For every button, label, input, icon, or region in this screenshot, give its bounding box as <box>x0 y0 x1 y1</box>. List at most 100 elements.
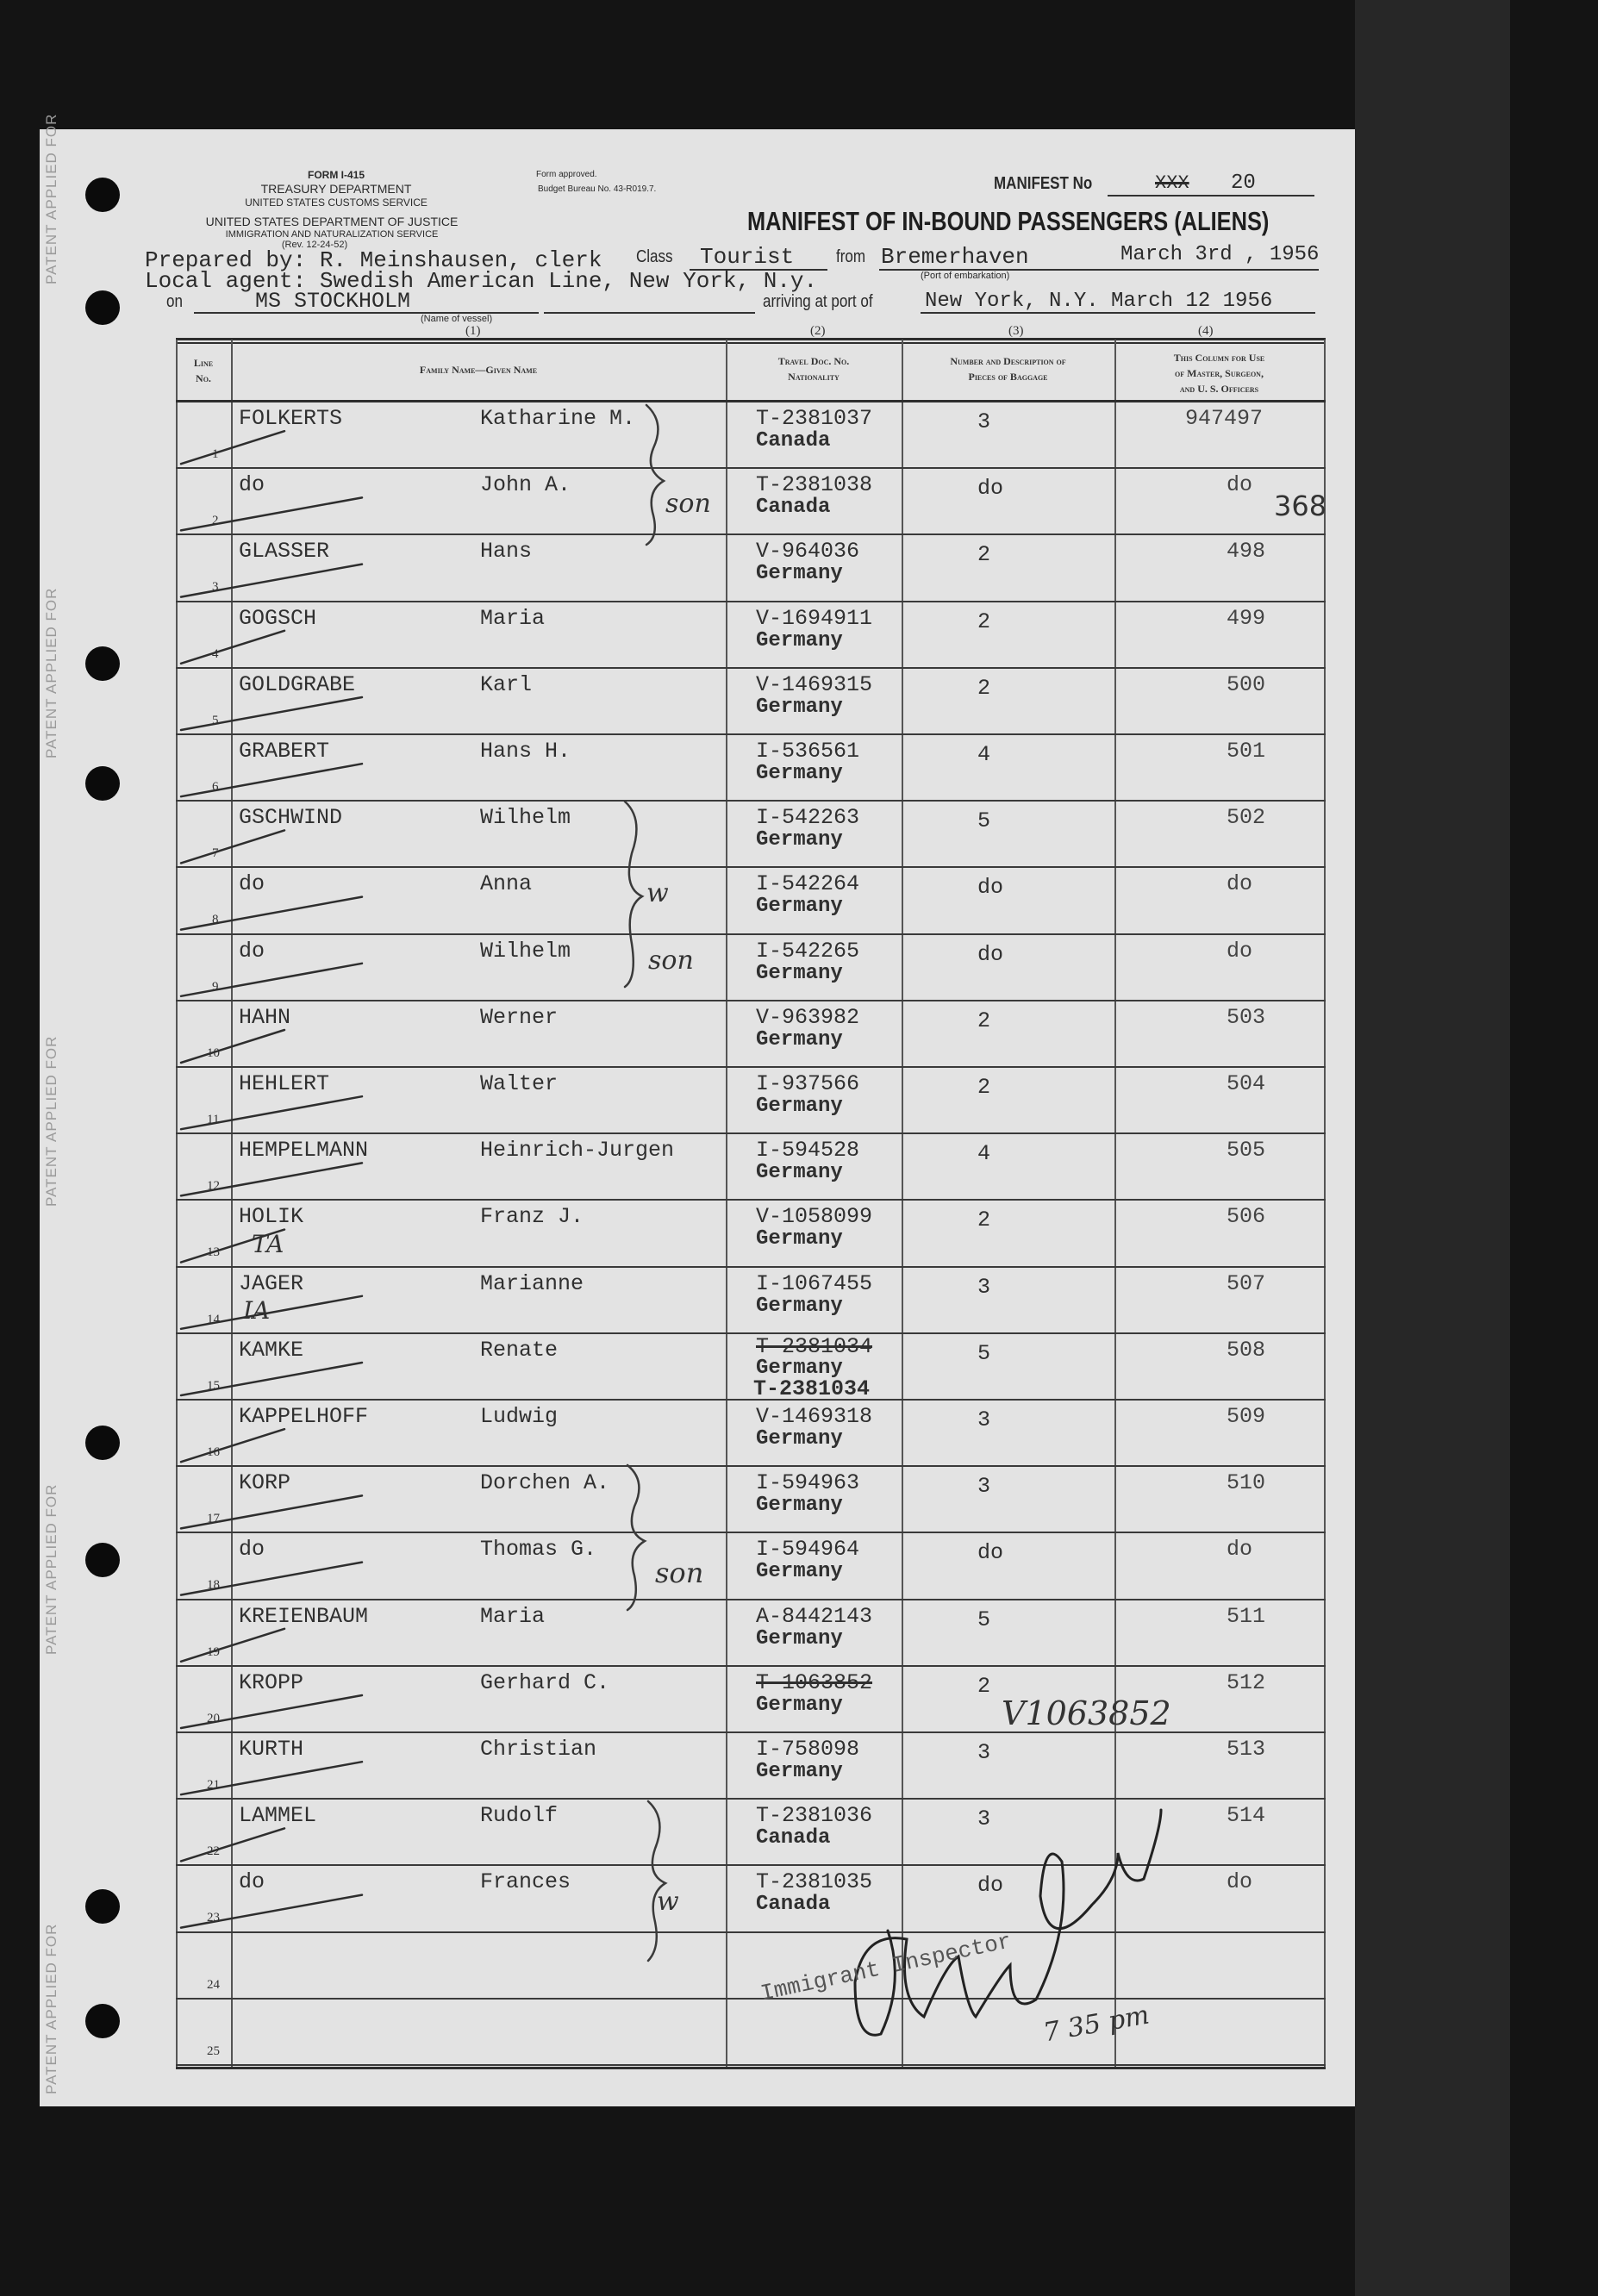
family-name: KREIENBAUM <box>239 1604 369 1629</box>
family-name: do <box>239 1537 265 1562</box>
table-top-rule-2 <box>176 342 1326 344</box>
travel-doc-number: A-8442143 <box>756 1604 873 1629</box>
given-name: Dorchen A. <box>480 1470 610 1495</box>
column-divider <box>726 340 727 2067</box>
baggage-count: 2 <box>977 1008 991 1033</box>
given-name: Frances <box>480 1869 571 1894</box>
officer-entry: do <box>1227 939 1253 964</box>
nationality: Germany <box>756 762 843 785</box>
baggage-count: 2 <box>977 1207 991 1232</box>
nationality: Canada <box>756 1826 831 1850</box>
travel-doc-number: T-2381038 <box>756 472 873 497</box>
given-name: Christian <box>480 1737 597 1762</box>
travel-doc-number: T-2381037 <box>756 406 873 431</box>
travel-doc-number: I-542263 <box>756 805 860 830</box>
header-name: Family Name—Given Name <box>419 364 538 376</box>
row-divider <box>176 1998 1326 2000</box>
check-stroke <box>179 962 364 998</box>
row-divider <box>176 933 1326 935</box>
nationality: Germany <box>756 1028 843 1051</box>
nationality: Germany <box>756 1161 843 1184</box>
officer-entry: 509 <box>1227 1404 1266 1429</box>
row-divider <box>176 1266 1326 1268</box>
travel-doc-number: I-758098 <box>756 1737 860 1762</box>
arrival-underline <box>921 312 1315 314</box>
header-travel-doc: Travel Doc. No. Nationality <box>726 353 902 384</box>
form-number: FORM I-415 <box>307 169 365 181</box>
baggage-count: 5 <box>977 808 991 833</box>
officer-entry: 506 <box>1227 1204 1266 1229</box>
manifest-number-struck: XXX <box>1155 172 1189 194</box>
check-stroke <box>179 1361 364 1397</box>
given-name: Hans <box>480 539 533 564</box>
nationality: Canada <box>756 496 831 519</box>
family-name: LAMMEL <box>239 1803 317 1828</box>
given-name: Wilhelm <box>480 939 571 964</box>
row-divider <box>176 1599 1326 1600</box>
family-name: KROPP <box>239 1670 304 1695</box>
officer-entry: 499 <box>1227 606 1266 631</box>
check-stroke <box>179 829 286 864</box>
row-divider <box>176 1465 1326 1467</box>
budget-bureau-number: Budget Bureau No. 43-R019.7. <box>538 184 657 194</box>
line-number: 8 <box>212 913 219 927</box>
line-number: 4 <box>212 647 219 661</box>
travel-doc-number: V-1469315 <box>756 672 873 697</box>
baggage-count: do <box>977 1873 1004 1898</box>
family-name: do <box>239 871 265 896</box>
travel-doc-number: I-594963 <box>756 1470 860 1495</box>
travel-doc-number: I-542265 <box>756 939 860 964</box>
bracket-stroke <box>626 1463 647 1612</box>
header-bottom-rule <box>176 400 1326 402</box>
manifest-number-label: MANIFEST No <box>994 174 1093 193</box>
check-stroke <box>179 1827 286 1862</box>
header-baggage: Number and Description of Pieces of Bagg… <box>902 353 1114 384</box>
nationality: Germany <box>756 1627 843 1650</box>
given-name: Rudolf <box>480 1803 559 1828</box>
baggage-count: 2 <box>977 609 991 634</box>
nationality: Germany <box>756 962 843 985</box>
handwritten-relation-wife: w <box>646 878 669 908</box>
check-stroke <box>179 1095 364 1131</box>
port-underline <box>879 269 1319 271</box>
check-stroke <box>179 762 364 798</box>
column-divider <box>176 340 178 2067</box>
travel-doc-number: V-1469318 <box>756 1404 873 1429</box>
travel-doc-number: V-963982 <box>756 1005 860 1030</box>
officer-entry: 512 <box>1227 1670 1266 1695</box>
row-divider <box>176 601 1326 602</box>
punch-hole <box>85 2004 120 2038</box>
officer-entry: 505 <box>1227 1138 1266 1163</box>
given-name: Karl <box>480 672 533 697</box>
nationality: Canada <box>756 429 831 452</box>
inspector-signature <box>853 1808 1163 2037</box>
baggage-count: 3 <box>977 1407 991 1432</box>
baggage-count: 2 <box>977 542 991 567</box>
nationality: Germany <box>756 696 843 719</box>
baggage-count: do <box>977 476 1004 501</box>
officer-entry: 498 <box>1227 539 1266 564</box>
vessel-underline <box>194 312 539 314</box>
travel-doc-number: I-542264 <box>756 871 860 896</box>
nationality: Germany <box>756 828 843 852</box>
given-name: Wilhelm <box>480 805 571 830</box>
nationality: Germany <box>756 895 843 918</box>
baggage-count: do <box>977 942 1004 967</box>
given-name: Gerhard C. <box>480 1670 610 1695</box>
table-top-rule <box>176 338 1326 340</box>
given-name: Franz J. <box>480 1204 584 1229</box>
column-divider <box>902 340 903 2067</box>
row-divider <box>176 1399 1326 1401</box>
family-name: KORP <box>239 1470 291 1495</box>
punch-hole <box>85 178 120 212</box>
nationality: Germany <box>756 1095 843 1118</box>
class-value: Tourist <box>700 244 795 270</box>
treasury-department: TREASURY DEPARTMENT <box>260 182 412 196</box>
family-name: HOLIK <box>239 1204 304 1229</box>
family-name: HEHLERT <box>239 1071 330 1096</box>
family-name: GRABERT <box>239 739 330 764</box>
punch-hole <box>85 646 120 681</box>
prepared-by: Prepared by: R. Meinshausen, clerk <box>145 247 602 273</box>
family-name: do <box>239 1869 265 1894</box>
travel-doc-number: V-1058099 <box>756 1204 873 1229</box>
